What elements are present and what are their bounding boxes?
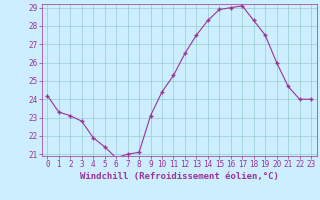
X-axis label: Windchill (Refroidissement éolien,°C): Windchill (Refroidissement éolien,°C)	[80, 172, 279, 181]
